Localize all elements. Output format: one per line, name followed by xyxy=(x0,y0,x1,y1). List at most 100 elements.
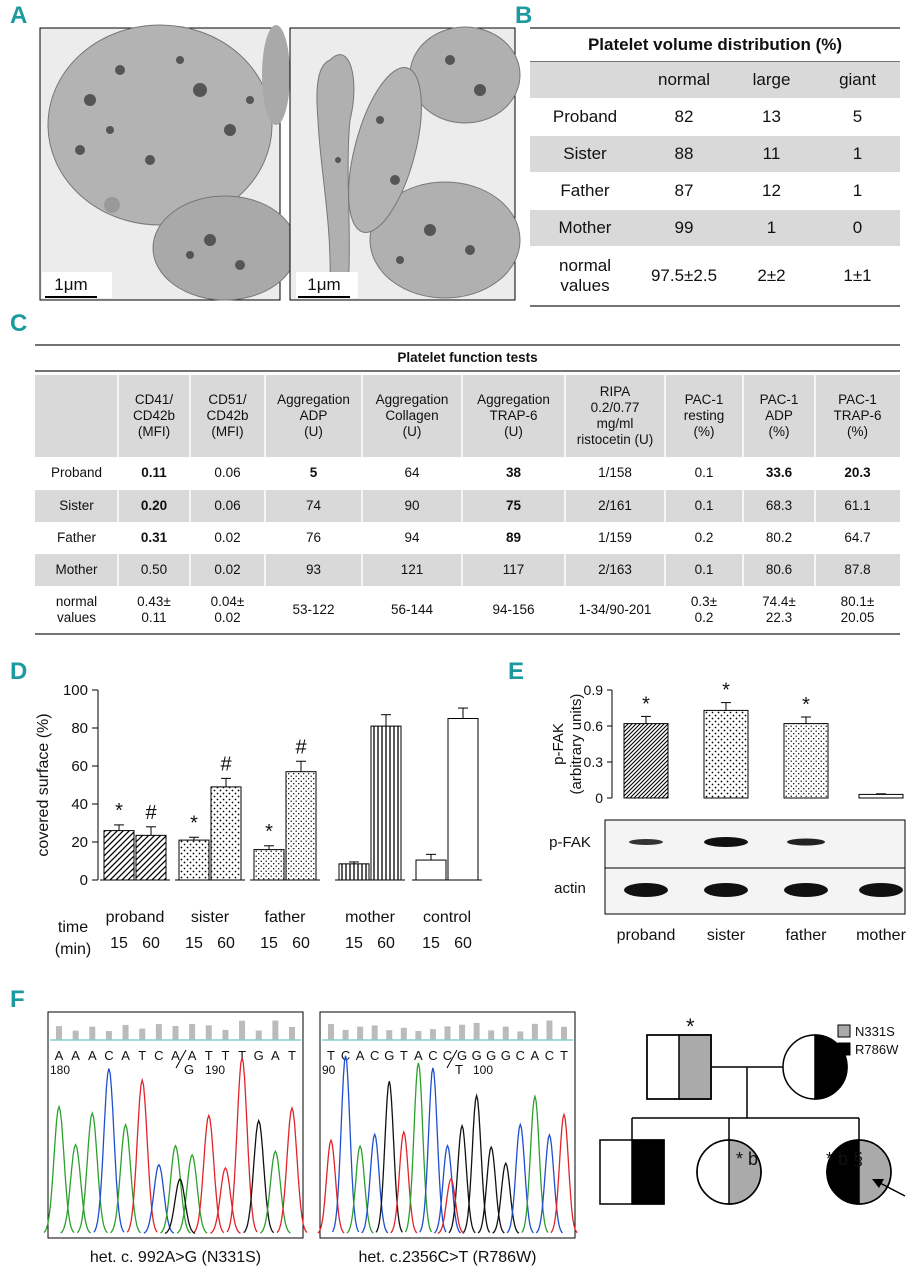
trace-peak xyxy=(550,1112,578,1234)
trace-peak xyxy=(477,1145,505,1234)
panel-label: D xyxy=(10,658,28,685)
x-tick-label: proband xyxy=(106,909,165,926)
table-cell: 1/159 xyxy=(598,529,632,545)
base-letter: G xyxy=(486,1048,496,1063)
significance-mark: * xyxy=(265,821,273,843)
row-label: Proband xyxy=(50,465,103,481)
trace-peak xyxy=(331,1055,360,1233)
row-label: Father xyxy=(560,180,610,200)
legend-label: N331S xyxy=(855,1024,895,1039)
table-cell: 1 xyxy=(852,180,863,200)
table-cell: 0.20 xyxy=(140,497,168,513)
base-letter: C xyxy=(545,1048,554,1063)
table-cell: 0.02 xyxy=(214,529,241,545)
row-background xyxy=(35,490,900,522)
trace-peak xyxy=(317,1138,345,1234)
chromatogram-caption: het. c.2356C>T (R786W) xyxy=(358,1249,536,1266)
trace-peak xyxy=(404,1062,433,1233)
table-cell: 117 xyxy=(502,561,525,577)
base-letter: C xyxy=(443,1048,452,1063)
trace-peak xyxy=(143,1163,175,1234)
trace-peak xyxy=(521,1093,549,1233)
trace-peak xyxy=(346,1144,374,1234)
table-cell: 11 xyxy=(762,143,781,163)
row-label: normal values xyxy=(55,593,98,625)
table-cell: 1/158 xyxy=(598,465,632,481)
series-label: 15 xyxy=(260,935,278,952)
y-tick-label: 0.9 xyxy=(584,682,604,698)
column-header: large xyxy=(752,69,791,89)
table-cell: 0.50 xyxy=(140,561,168,577)
table-cell: 2/163 xyxy=(598,561,632,577)
base-letter: T xyxy=(560,1048,568,1063)
bar xyxy=(783,723,829,799)
trace-peak xyxy=(126,1077,158,1233)
blot-label: p-FAK xyxy=(549,834,591,851)
bar xyxy=(285,771,317,881)
column-header: Aggregation TRAP-6 (U) xyxy=(477,391,550,440)
table-cell: 64 xyxy=(404,465,420,481)
quality-bar xyxy=(444,1026,451,1040)
base-letter: C xyxy=(370,1048,379,1063)
table-cell: 68.3 xyxy=(765,497,793,513)
blot-band xyxy=(629,839,663,845)
row-label: Father xyxy=(56,529,97,545)
micrograph-left xyxy=(39,24,298,301)
table-cell: 87.8 xyxy=(844,561,871,577)
table-cell: 64.7 xyxy=(844,529,871,545)
quality-bar xyxy=(488,1030,495,1040)
table-cell: 38 xyxy=(505,465,522,481)
quality-bar xyxy=(239,1020,246,1040)
base-letter: G xyxy=(472,1048,482,1063)
bar xyxy=(703,709,749,799)
quality-bar xyxy=(386,1030,393,1040)
base-letter: T xyxy=(221,1048,229,1063)
trace-peak xyxy=(226,1057,258,1233)
chromatogram-frame xyxy=(47,1011,304,1239)
bar xyxy=(103,830,135,881)
quality-bar xyxy=(189,1023,196,1040)
base-letter: T xyxy=(205,1048,213,1063)
table-cell: 53-122 xyxy=(292,601,335,617)
row-background xyxy=(530,210,900,246)
table-cell: 74 xyxy=(305,497,322,513)
y-tick-label: 100 xyxy=(63,682,88,699)
x-tick-label: control xyxy=(423,909,471,926)
blot-label: actin xyxy=(554,880,586,897)
table-cell: 20.3 xyxy=(844,465,871,481)
trace-peak xyxy=(492,1161,520,1234)
table-cell: 56-144 xyxy=(390,601,434,617)
series-label: 60 xyxy=(292,935,310,952)
significance-mark: * xyxy=(642,693,650,715)
quality-bar xyxy=(56,1026,62,1040)
table-cell: 99 xyxy=(674,217,694,237)
chromatogram-caption: het. c. 992A>G (N331S) xyxy=(90,1249,261,1266)
micrograph-right xyxy=(289,26,521,301)
column-header: Aggregation Collagen (U) xyxy=(375,391,449,440)
trace-peak xyxy=(276,1105,308,1234)
base-letter: T xyxy=(138,1048,146,1063)
quality-bar xyxy=(342,1029,349,1040)
table-cell: 74.4± 22.3 xyxy=(762,593,796,625)
quality-bar xyxy=(89,1026,96,1040)
bar xyxy=(135,834,167,881)
row-label: Sister xyxy=(59,497,94,513)
table-cell: 80.6 xyxy=(765,561,793,577)
table-cell: 1 xyxy=(852,143,863,163)
header-background xyxy=(35,375,900,457)
series-label: 60 xyxy=(142,935,160,952)
table-cell: 61.1 xyxy=(844,497,871,513)
substitution-base: T xyxy=(455,1062,463,1077)
x-tick-label: mother xyxy=(345,909,395,926)
table-cell: 0.02 xyxy=(214,561,241,577)
table-cell: 94 xyxy=(404,529,420,545)
trace-peak xyxy=(93,1068,125,1233)
bar xyxy=(447,718,479,881)
base-letter: G xyxy=(501,1048,511,1063)
y-tick-label: 80 xyxy=(71,720,88,737)
table-cell: 97.5±2.5 xyxy=(650,265,718,285)
table-cell: 2±2 xyxy=(757,265,786,285)
row-background xyxy=(530,136,900,172)
base-letter: T xyxy=(238,1048,246,1063)
row-background xyxy=(35,554,900,586)
